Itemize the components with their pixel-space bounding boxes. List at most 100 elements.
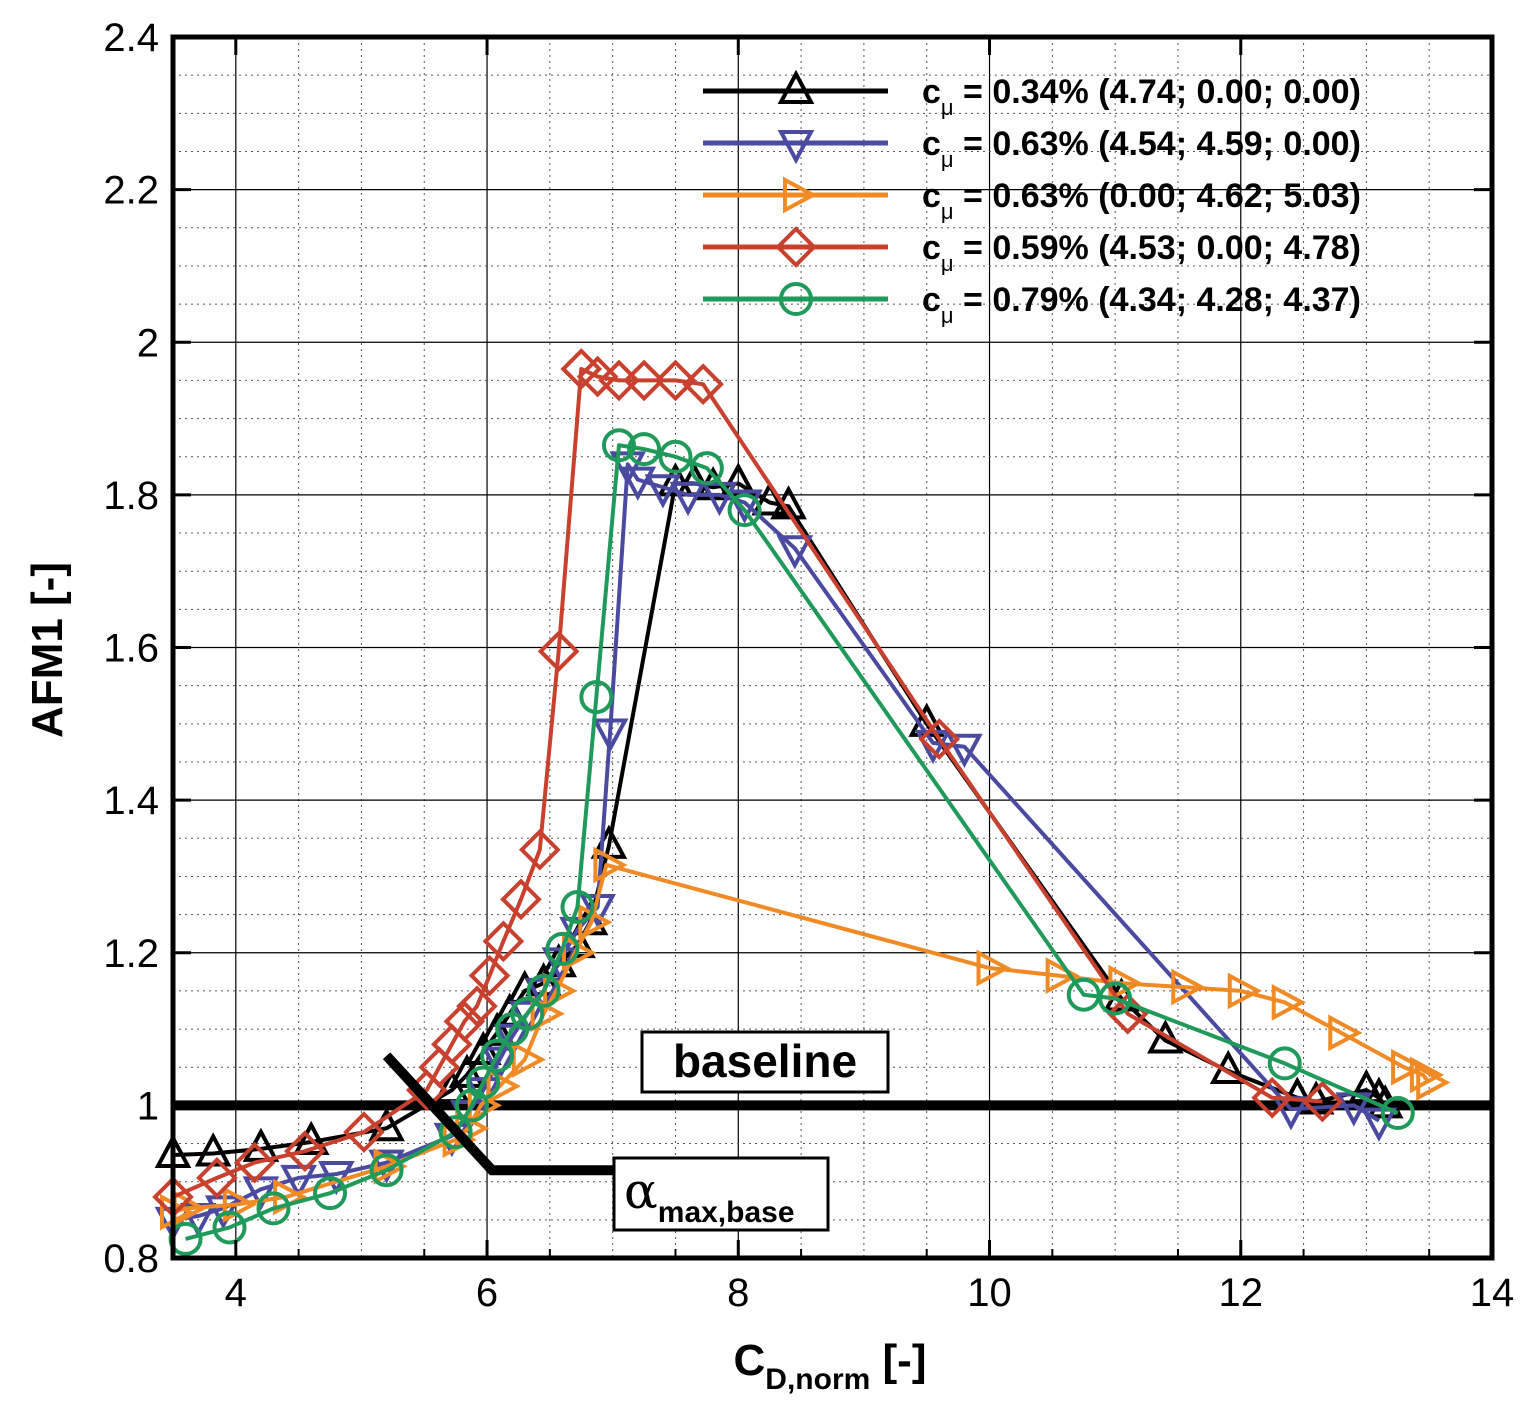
data-point: [256, 1191, 291, 1226]
data-point: [1227, 972, 1262, 1010]
data-point: [657, 462, 694, 497]
legend-label-main: c: [922, 281, 941, 319]
series-5: [168, 428, 1415, 1256]
data-point: [468, 954, 511, 997]
data-point: [480, 1038, 515, 1073]
data-point: [456, 985, 498, 1027]
data-point: [918, 718, 961, 760]
data-point: [526, 973, 561, 1008]
legend-item: cμ = 0.63% (4.54; 4.59; 0.00): [703, 125, 1361, 172]
data-point: [776, 535, 814, 570]
legend-marker: [777, 130, 815, 165]
y-tick-label: 2.4: [103, 16, 159, 60]
legend-marker: [775, 226, 817, 268]
legend-label-sub: μ: [941, 95, 954, 120]
data-point: [537, 630, 580, 673]
legend-label-main: c: [922, 177, 941, 215]
data-point: [593, 846, 628, 884]
data-point: [623, 359, 665, 402]
legend-item: cμ = 0.63% (0.00; 4.62; 5.03): [703, 176, 1361, 224]
data-point: [222, 1186, 258, 1223]
data-point: [292, 1120, 330, 1156]
data-point: [669, 481, 707, 517]
legend-label-rest: = 0.63% (0.00; 4.62; 5.03): [954, 177, 1361, 215]
x-tick-label: 4: [225, 1271, 247, 1315]
data-point: [560, 889, 595, 924]
data-point: [1171, 968, 1206, 1006]
x-axis-title-suffix: [-]: [870, 1336, 926, 1385]
data-point: [1409, 1056, 1445, 1094]
y-tick-label: 1.8: [103, 474, 159, 518]
data-point: [518, 828, 561, 871]
legend-label: cμ = 0.59% (4.53; 0.00; 4.78): [922, 229, 1361, 276]
data-point: [751, 481, 789, 516]
legend-label-sub: μ: [941, 251, 954, 276]
data-point: [726, 489, 763, 524]
y-tick-label: 1.4: [103, 779, 159, 823]
y-axis-title: AFM1 [-]: [23, 562, 72, 738]
x-axis-title: CD,norm [-]: [734, 1336, 927, 1396]
x-axis-title-sub: D,norm: [765, 1363, 870, 1396]
data-point: [727, 493, 762, 528]
data-point: [233, 1141, 276, 1184]
series-4: [152, 348, 1344, 1218]
data-point: [482, 920, 525, 963]
legend-label-rest: = 0.59% (4.53; 0.00; 4.78): [954, 229, 1361, 267]
data-point: [343, 1111, 385, 1153]
legend-item: cμ = 0.34% (4.74; 0.00; 0.00): [703, 69, 1361, 120]
legend-marker: [783, 176, 818, 214]
data-point: [682, 363, 724, 406]
data-point: [1328, 1014, 1363, 1052]
data-point: [1147, 1019, 1184, 1054]
data-point: [601, 428, 636, 463]
data-point: [1271, 984, 1306, 1021]
legend-label: cμ = 0.63% (4.54; 4.59; 0.00): [922, 125, 1361, 172]
data-point: [658, 439, 693, 474]
x-tick-label: 6: [476, 1271, 498, 1315]
x-tick-label: 14: [1470, 1271, 1515, 1315]
data-point: [373, 1148, 408, 1185]
y-tick-label: 2: [137, 321, 159, 365]
data-point: [627, 432, 662, 467]
data-point: [196, 1157, 238, 1199]
alpha-max-annotation: αmax,base: [382, 1052, 830, 1232]
data-point: [689, 451, 724, 486]
legend-item: cμ = 0.59% (4.53; 0.00; 4.78): [703, 226, 1361, 276]
legend: cμ = 0.34% (4.74; 0.00; 0.00)cμ = 0.63% …: [703, 69, 1361, 328]
y-tick-label: 0.8: [103, 1237, 159, 1281]
data-point: [212, 1210, 247, 1245]
y-tick-label: 1: [137, 1084, 159, 1128]
legend-label: cμ = 0.63% (0.00; 4.62; 5.03): [922, 177, 1361, 224]
x-tick-label: 8: [727, 1271, 749, 1315]
legend-item: cμ = 0.79% (4.34; 4.28; 4.37): [703, 281, 1361, 328]
series-line: [172, 462, 1380, 1222]
axis-ticks: 4 6 8 10 12 14 0.8 1 1.2 1.4 1.6 1.8 2 2.2 2.4: [103, 16, 1514, 1315]
legend-label-sub: μ: [941, 199, 954, 224]
legend-label-sub: μ: [941, 147, 954, 172]
data-point: [510, 996, 545, 1031]
data-point: [946, 733, 983, 768]
data-point: [619, 466, 657, 501]
legend-marker: [779, 282, 813, 316]
legend-marker: [777, 69, 815, 104]
data-point: [644, 474, 682, 509]
alpha-max-label: αmax,base: [624, 1162, 795, 1229]
data-point: [443, 1000, 486, 1043]
legend-label: cμ = 0.34% (4.74; 0.00; 0.00): [922, 73, 1361, 120]
series-group: [152, 348, 1451, 1256]
data-point: [1301, 1080, 1344, 1123]
data-point: [1380, 1096, 1415, 1131]
data-point: [500, 878, 542, 921]
x-tick-label: 10: [967, 1271, 1012, 1315]
legend-label-main: c: [922, 125, 941, 163]
series-line: [185, 443, 1399, 1241]
data-point: [368, 1107, 405, 1142]
legend-label-main: c: [922, 73, 941, 111]
alpha-subscript: max,base: [658, 1196, 795, 1229]
data-point: [1251, 1076, 1293, 1119]
baseline-label-group: baseline: [640, 1030, 890, 1094]
baseline-label: baseline: [673, 1035, 857, 1087]
series-line: [172, 366, 1323, 1199]
data-point: [579, 680, 614, 715]
